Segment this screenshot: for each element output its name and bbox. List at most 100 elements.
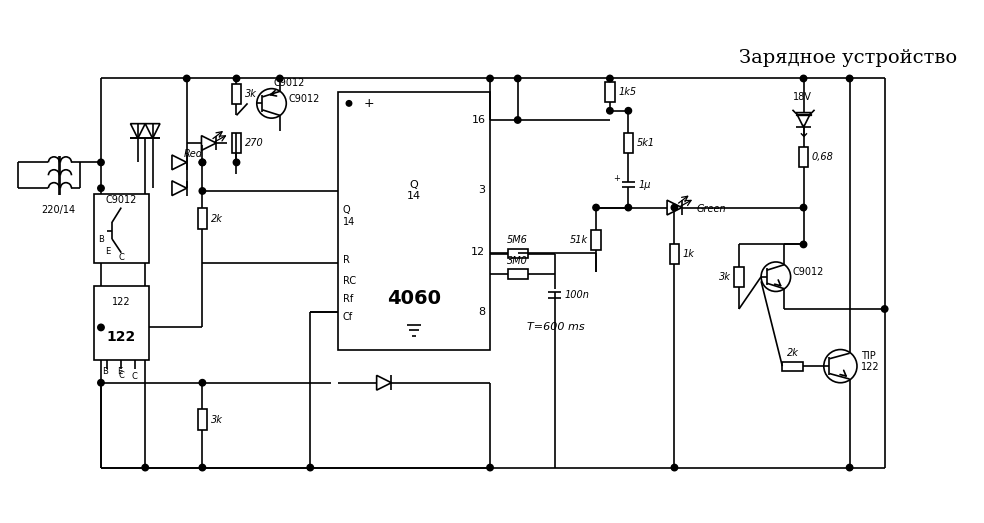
Text: Green: Green <box>697 204 726 214</box>
Bar <box>93 194 149 263</box>
Text: Red: Red <box>184 149 203 159</box>
Text: 122: 122 <box>112 297 131 307</box>
Bar <box>799 147 808 167</box>
Circle shape <box>800 204 807 211</box>
Text: C: C <box>131 372 137 381</box>
Bar <box>508 269 527 279</box>
Text: 4060: 4060 <box>387 289 441 309</box>
Text: C: C <box>118 253 124 262</box>
Circle shape <box>800 241 807 248</box>
Circle shape <box>846 75 853 82</box>
Circle shape <box>199 159 206 166</box>
Circle shape <box>233 75 240 82</box>
Bar <box>508 249 527 258</box>
Text: ↓: ↓ <box>797 123 811 141</box>
Text: 3k: 3k <box>211 415 222 425</box>
Text: 1k5: 1k5 <box>618 87 637 97</box>
Text: Зарядное устройство: Зарядное устройство <box>739 49 957 67</box>
Circle shape <box>307 464 314 471</box>
Circle shape <box>97 159 104 166</box>
Circle shape <box>607 75 613 82</box>
Circle shape <box>142 464 149 471</box>
Bar <box>591 230 600 250</box>
Text: E: E <box>104 247 110 256</box>
Text: 16: 16 <box>471 115 485 125</box>
Text: 3M0: 3M0 <box>508 256 528 266</box>
Bar <box>93 286 149 360</box>
Circle shape <box>199 159 206 166</box>
Bar <box>624 133 633 153</box>
Circle shape <box>97 185 104 191</box>
Text: 0,68: 0,68 <box>812 152 833 162</box>
Bar <box>670 244 679 264</box>
Bar <box>734 267 744 287</box>
Circle shape <box>515 75 521 82</box>
Text: +: + <box>613 174 620 183</box>
Circle shape <box>846 464 853 471</box>
Bar <box>605 82 615 103</box>
Text: 12: 12 <box>471 247 485 257</box>
Text: B: B <box>98 235 104 244</box>
Circle shape <box>487 75 493 82</box>
Bar <box>232 84 241 104</box>
Text: Cf: Cf <box>342 312 352 322</box>
Text: +: + <box>364 97 374 110</box>
Circle shape <box>592 204 599 211</box>
Text: 51k: 51k <box>570 235 587 245</box>
Bar <box>796 113 811 116</box>
Bar <box>198 209 207 229</box>
Text: B: B <box>101 367 107 376</box>
Text: Q
14: Q 14 <box>407 179 421 201</box>
Circle shape <box>199 464 206 471</box>
Text: C: C <box>118 371 124 380</box>
Circle shape <box>346 100 351 106</box>
Text: C9012: C9012 <box>105 195 137 205</box>
Text: C9012: C9012 <box>274 78 305 88</box>
Circle shape <box>97 324 104 331</box>
Bar <box>198 410 207 430</box>
Circle shape <box>800 75 807 82</box>
Circle shape <box>625 108 632 114</box>
Text: 3k: 3k <box>245 89 257 99</box>
Text: Rf: Rf <box>342 294 353 304</box>
Text: R: R <box>342 255 349 265</box>
Circle shape <box>487 464 493 471</box>
Text: 2k: 2k <box>786 348 798 358</box>
Text: 18V: 18V <box>792 92 812 102</box>
Text: C9012: C9012 <box>288 94 320 104</box>
Circle shape <box>671 464 678 471</box>
Circle shape <box>625 204 632 211</box>
Text: C9012: C9012 <box>792 267 824 277</box>
Text: TIP
122: TIP 122 <box>861 351 880 372</box>
Circle shape <box>183 75 190 82</box>
Text: 3: 3 <box>478 186 485 196</box>
Bar <box>338 93 490 350</box>
Text: 3k: 3k <box>718 272 731 282</box>
Text: E: E <box>117 367 122 376</box>
Text: 220/14: 220/14 <box>41 205 76 215</box>
Text: 1μ: 1μ <box>639 179 651 189</box>
Text: Q
14: Q 14 <box>342 206 355 227</box>
Text: 270: 270 <box>245 138 264 148</box>
Circle shape <box>199 188 206 194</box>
Text: 100n: 100n <box>565 290 589 300</box>
Text: RC: RC <box>342 276 355 286</box>
Circle shape <box>607 108 613 114</box>
Text: 5M6: 5M6 <box>508 235 528 245</box>
Text: 2k: 2k <box>211 213 222 224</box>
Circle shape <box>97 380 104 386</box>
Circle shape <box>199 380 206 386</box>
Bar <box>232 133 241 153</box>
Text: 8: 8 <box>478 307 485 317</box>
Circle shape <box>277 75 283 82</box>
Text: T=600 ms: T=600 ms <box>526 322 584 333</box>
Bar <box>782 361 803 371</box>
Circle shape <box>515 117 521 123</box>
Text: 5k1: 5k1 <box>637 138 654 148</box>
Circle shape <box>671 204 678 211</box>
Circle shape <box>882 306 888 312</box>
Circle shape <box>233 159 240 166</box>
Text: 1k: 1k <box>683 248 695 259</box>
Text: 122: 122 <box>106 329 136 344</box>
Circle shape <box>118 311 124 316</box>
